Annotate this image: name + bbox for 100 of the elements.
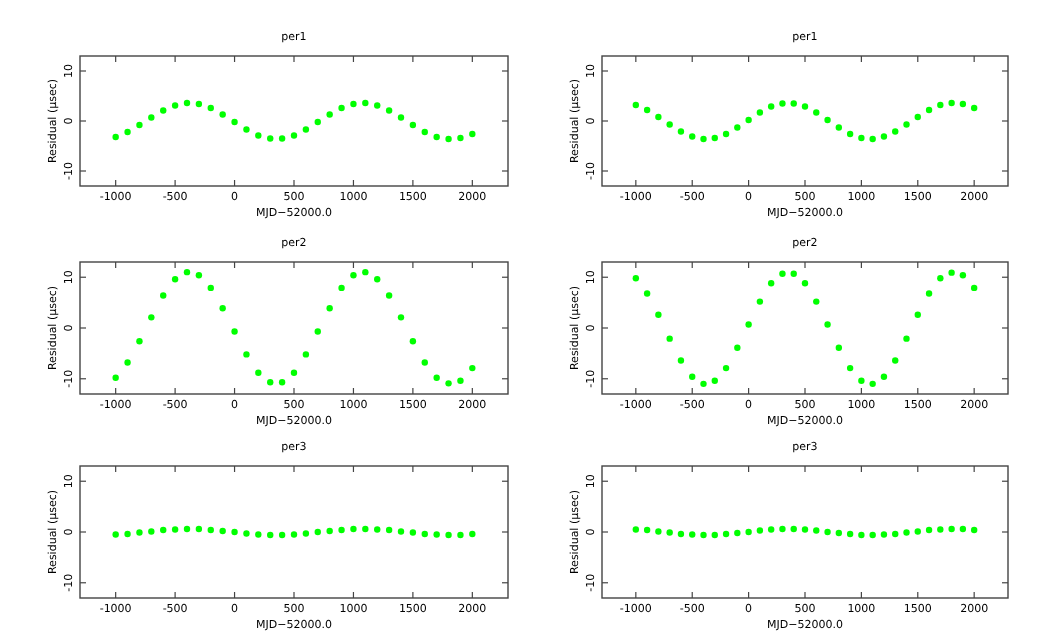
point bbox=[858, 134, 865, 142]
point bbox=[457, 377, 464, 384]
point bbox=[711, 134, 718, 142]
point bbox=[824, 116, 831, 124]
point bbox=[632, 275, 640, 282]
point bbox=[457, 134, 464, 142]
point bbox=[655, 311, 662, 318]
point bbox=[925, 106, 933, 114]
point bbox=[255, 132, 262, 139]
point bbox=[925, 290, 933, 297]
point bbox=[677, 357, 685, 364]
point bbox=[326, 111, 333, 118]
point bbox=[183, 99, 191, 107]
point bbox=[903, 121, 910, 128]
point bbox=[892, 357, 899, 364]
point bbox=[655, 113, 662, 121]
point bbox=[267, 379, 274, 386]
point bbox=[779, 100, 786, 107]
point bbox=[824, 321, 831, 328]
point bbox=[959, 272, 967, 279]
point bbox=[255, 369, 262, 376]
point bbox=[350, 100, 357, 108]
point bbox=[700, 380, 707, 388]
point bbox=[124, 128, 131, 136]
point bbox=[858, 377, 865, 384]
point bbox=[903, 335, 910, 342]
point bbox=[290, 369, 298, 376]
point bbox=[445, 135, 452, 143]
point bbox=[278, 135, 286, 142]
point bbox=[183, 268, 191, 276]
point bbox=[813, 298, 820, 305]
point bbox=[326, 305, 333, 312]
point bbox=[314, 118, 321, 126]
point bbox=[243, 351, 250, 358]
point bbox=[948, 99, 955, 107]
point bbox=[362, 268, 369, 276]
point bbox=[374, 276, 381, 283]
point bbox=[745, 116, 752, 124]
point bbox=[338, 284, 345, 292]
point bbox=[937, 275, 944, 282]
point bbox=[136, 338, 143, 345]
point bbox=[171, 102, 179, 109]
point bbox=[160, 292, 167, 299]
point bbox=[469, 364, 476, 372]
point bbox=[148, 314, 155, 321]
point bbox=[801, 103, 809, 110]
point bbox=[970, 284, 978, 292]
point bbox=[397, 114, 405, 121]
point bbox=[869, 135, 876, 143]
point bbox=[397, 314, 405, 321]
point bbox=[914, 311, 921, 318]
point bbox=[846, 130, 854, 138]
point bbox=[136, 121, 143, 129]
point bbox=[892, 128, 899, 135]
point bbox=[835, 124, 843, 131]
point bbox=[790, 100, 797, 107]
point bbox=[632, 101, 640, 109]
point bbox=[813, 109, 820, 116]
point bbox=[677, 128, 685, 135]
point bbox=[160, 107, 167, 114]
point bbox=[643, 290, 651, 297]
point bbox=[302, 351, 310, 358]
point bbox=[112, 133, 119, 141]
point bbox=[959, 100, 967, 108]
point bbox=[350, 272, 357, 279]
point bbox=[790, 270, 797, 277]
point bbox=[914, 113, 921, 121]
point bbox=[231, 118, 238, 126]
point bbox=[195, 100, 203, 108]
point bbox=[112, 374, 119, 381]
point bbox=[880, 373, 888, 380]
point bbox=[937, 101, 944, 109]
point bbox=[148, 114, 155, 121]
point bbox=[314, 328, 321, 335]
point bbox=[267, 135, 274, 142]
point bbox=[290, 132, 298, 139]
point bbox=[734, 344, 741, 351]
point bbox=[767, 280, 775, 287]
point bbox=[689, 133, 696, 140]
point bbox=[171, 276, 179, 283]
point bbox=[711, 377, 718, 384]
point bbox=[756, 109, 764, 116]
point bbox=[700, 135, 707, 143]
point bbox=[689, 373, 696, 380]
point bbox=[385, 107, 393, 114]
point bbox=[666, 121, 673, 128]
point bbox=[469, 130, 476, 138]
point bbox=[409, 338, 417, 345]
point bbox=[195, 272, 203, 279]
point bbox=[869, 380, 876, 388]
point bbox=[243, 126, 250, 133]
point bbox=[643, 106, 651, 114]
point bbox=[722, 364, 730, 372]
point bbox=[231, 328, 238, 335]
point bbox=[948, 269, 955, 276]
point bbox=[835, 344, 843, 351]
point bbox=[445, 380, 452, 387]
point bbox=[734, 124, 741, 131]
point bbox=[779, 270, 786, 277]
point bbox=[385, 292, 393, 299]
